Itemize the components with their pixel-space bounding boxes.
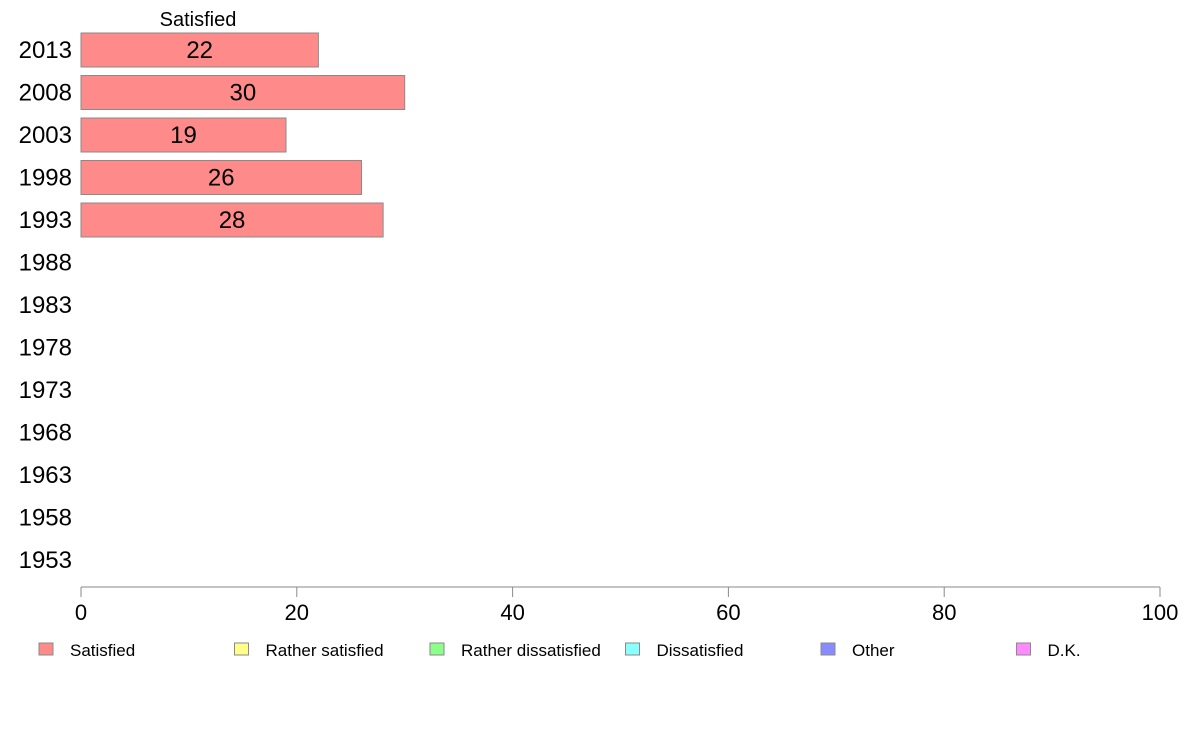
x-tick-label-80: 80 [932,600,956,625]
bars-group: 22 30 19 26 28 [80,32,406,238]
x-tick-label-20: 20 [285,600,309,625]
y-tick-label-1983: 1983 [19,292,72,319]
series-column-header: Satisfied [160,9,237,31]
legend-swatch-0 [38,642,54,656]
y-tick-label-1973: 1973 [19,377,72,404]
y-tick-label-2013: 2013 [19,37,72,64]
y-tick-label-2008: 2008 [19,80,72,107]
bar-1993-series-0 [80,202,384,238]
x-tick-label-40: 40 [500,600,524,625]
legend-swatch-2 [429,642,445,656]
y-tick-label-1993: 1993 [19,207,72,234]
x-tick-label-100: 100 [1142,600,1179,625]
y-tick-label-1958: 1958 [19,505,72,532]
y-tick-label-1978: 1978 [19,335,72,362]
y-tick-label-1988: 1988 [19,250,72,277]
legend-swatch-5 [1016,642,1031,656]
bar-value-label-2013: 22 [186,37,213,64]
legend-label-5: D.K. [1048,641,1081,660]
bar-value-label-1993: 28 [219,207,246,234]
x-tick-label-0: 0 [75,600,87,625]
legend-label-3: Dissatisfied [657,641,744,660]
legend-label-0: Satisfied [70,641,135,660]
legend-label-4: Other [852,641,895,660]
y-tick-label-1963: 1963 [19,462,72,489]
bar-2003-series-0 [80,117,287,153]
bar-2013-series-0 [80,32,319,68]
bar-2008-series-0 [80,75,406,110]
y-tick-label-1998: 1998 [19,165,72,192]
legend-label-2: Rather dissatisfied [461,641,601,660]
legend-swatch-3 [625,642,640,656]
y-axis-labels: 2013 2008 2003 1998 1993 1988 1983 1978 1973 1968… [19,37,72,574]
y-tick-label-1953: 1953 [19,547,72,574]
legend-swatch-1 [234,642,249,656]
x-tick-label-60: 60 [716,600,740,625]
y-tick-label-1968: 1968 [19,420,72,447]
legend-label-1: Rather satisfied [266,641,384,660]
legend: Satisfied Rather satisfied Rather dissatis… [38,641,1081,660]
legend-swatch-4 [820,642,836,656]
bar-value-label-1998: 26 [208,165,235,192]
bar-value-label-2008: 30 [229,80,256,107]
y-tick-label-2003: 2003 [19,122,72,149]
x-axis: 0 20 40 60 80 100 [75,586,1179,625]
bar-value-label-2003: 19 [170,122,197,149]
bar-1998-series-0 [80,160,363,195]
